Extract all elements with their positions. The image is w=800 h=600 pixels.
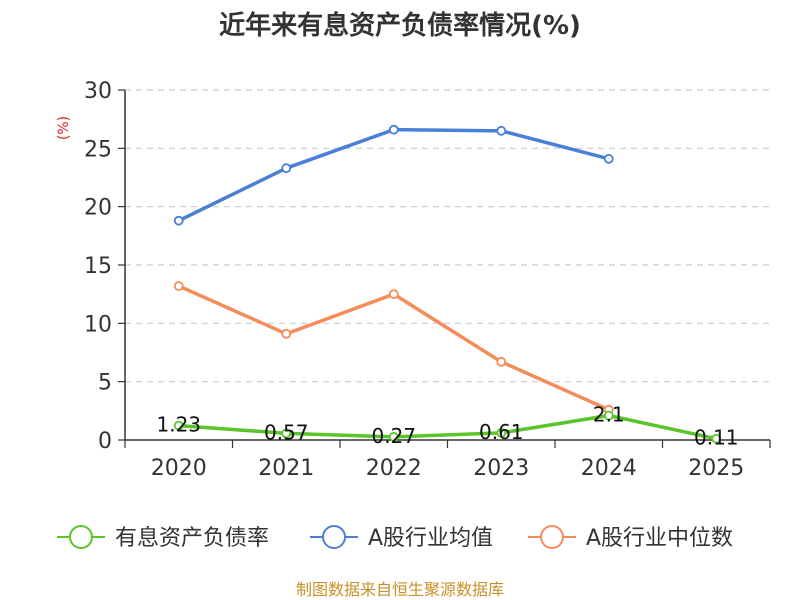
series-line-0 (177, 413, 718, 441)
y-tick-label: 10 (84, 312, 112, 337)
x-tick-label: 2022 (366, 456, 422, 481)
series-point-1 (173, 215, 184, 226)
y-tick-label: 30 (84, 79, 112, 104)
series-point-0 (388, 431, 399, 442)
series-point-1 (388, 124, 399, 135)
y-tick-label: 0 (98, 429, 112, 454)
data-label: 0.11 (694, 426, 739, 450)
x-tick-label: 2021 (258, 456, 314, 481)
series-point-1 (496, 125, 507, 136)
x-ticks: 2020 2021 2022 2023 2024 2025 (124, 440, 771, 481)
series-point-0 (496, 427, 507, 438)
legend-marker (69, 525, 93, 549)
series-group (173, 124, 722, 444)
data-label: 0.27 (371, 424, 416, 448)
series-point-0 (281, 428, 292, 439)
data-label: 2.1 (593, 403, 625, 427)
grid-lines (125, 89, 770, 383)
legend-label: 有息资产负债率 (115, 526, 269, 551)
legend-label: A股行业中位数 (586, 526, 733, 551)
x-tick-label: 2020 (151, 456, 207, 481)
chart-title: 近年来有息资产负债率情况(%) (219, 10, 581, 41)
series-point-2 (496, 356, 507, 367)
data-label: 1.23 (156, 413, 201, 437)
legend: 有息资产负债率 A股行业均值 A股行业中位数 (57, 525, 733, 551)
y-tick-label: 20 (84, 196, 112, 221)
legend-marker (322, 525, 346, 549)
x-tick-label: 2023 (473, 456, 529, 481)
series-point-2 (388, 289, 399, 300)
legend-label: A股行业均值 (368, 526, 493, 551)
series-point-1 (603, 153, 614, 164)
data-label: 0.61 (479, 420, 524, 444)
legend-marker (540, 525, 564, 549)
x-tick-label: 2025 (688, 456, 744, 481)
series-point-0 (173, 420, 184, 431)
series-point-2 (281, 328, 292, 339)
y-axis-label: (%) (56, 116, 72, 140)
y-tick-label: 15 (84, 254, 112, 279)
series-point-1 (281, 163, 292, 174)
series-point-2 (173, 281, 184, 291)
series-point-0 (711, 433, 722, 444)
source-note: 制图数据来自恒生聚源数据库 (296, 580, 504, 599)
data-label: 0.57 (264, 420, 309, 444)
x-tick-label: 2024 (581, 456, 637, 481)
data-labels: 1.23 0.57 0.27 0.61 2.1 0.11 (156, 403, 738, 450)
y-tick-label: 25 (84, 137, 112, 162)
series-line-2 (177, 284, 611, 412)
y-tick-label: 5 (98, 371, 112, 396)
y-ticks: 0 5 10 15 20 25 30 (84, 79, 125, 454)
series-point-0 (603, 410, 614, 421)
